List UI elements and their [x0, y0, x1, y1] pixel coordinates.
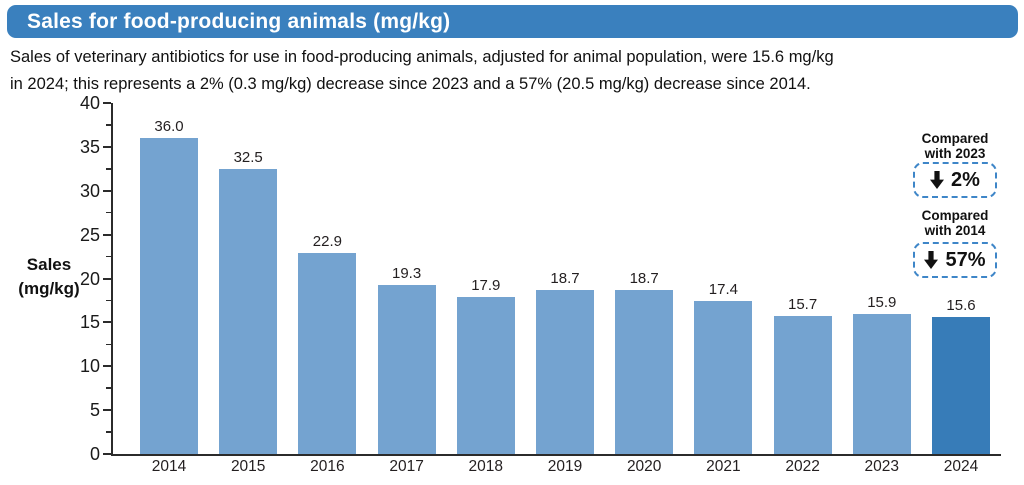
y-minor-tick — [106, 211, 111, 214]
bar-chart: Sales (mg/kg) 0 5 10 15 20 25 30 35 40 36.0 2014 32… — [0, 93, 1024, 485]
y-tick — [103, 453, 111, 455]
x-axis-line — [110, 453, 1001, 456]
y-minor-tick — [106, 255, 111, 258]
down-arrow-icon — [924, 251, 939, 269]
chart-description-line-1: Sales of veterinary antibiotics for use … — [10, 48, 834, 66]
bar-value-label: 18.7 — [629, 269, 659, 287]
bar-value-label: 15.7 — [787, 296, 818, 314]
bar-value-label: 32.5 — [233, 148, 263, 166]
y-tick — [103, 145, 111, 148]
y-tick-label: 5 — [89, 400, 100, 421]
bar-value-label: 18.7 — [550, 269, 580, 287]
down-arrow-icon — [930, 171, 945, 189]
y-tick — [103, 189, 111, 192]
bar-2024 — [932, 317, 990, 454]
page-title: Sales for food-producing animals (mg/kg) — [27, 9, 451, 33]
y-minor-tick — [106, 299, 111, 302]
comparison-value-2014: 57% — [945, 248, 986, 271]
y-tick-label: 0 — [89, 444, 100, 464]
y-tick-label: 35 — [79, 136, 100, 157]
y-tick — [103, 277, 111, 280]
y-tick — [103, 233, 111, 236]
bar-2017 — [377, 284, 436, 454]
x-tick-label: 2024 — [943, 458, 979, 475]
x-tick-label: 2020 — [626, 458, 662, 475]
y-minor-tick — [106, 124, 111, 126]
y-axis-line — [110, 103, 113, 456]
bar-value-label: 17.9 — [471, 276, 501, 294]
bar-2014 — [140, 138, 198, 454]
x-tick-label: 2018 — [468, 458, 504, 475]
y-minor-tick — [106, 431, 111, 433]
x-tick-label: 2014 — [151, 458, 187, 475]
chart-description-line-2: in 2024; this represents a 2% (0.3 mg/kg… — [10, 75, 811, 93]
comparison-value-2023: 2% — [951, 168, 980, 191]
y-tick — [103, 102, 111, 104]
comparison-badge-2023: 2% — [913, 162, 997, 198]
bar-2020 — [615, 289, 674, 454]
bar-2015 — [219, 168, 278, 454]
y-tick-label: 20 — [79, 268, 100, 289]
bar-2022 — [773, 316, 832, 454]
y-minor-tick — [106, 168, 111, 170]
bar-2023 — [852, 314, 911, 454]
y-tick-label: 30 — [79, 180, 100, 201]
bar-2021 — [694, 301, 753, 454]
y-axis-title-line-2: (mg/kg) — [18, 279, 80, 298]
comparison-label-2014: Compared with 2014 — [921, 208, 989, 238]
y-tick — [103, 409, 111, 412]
chart-description: Sales of veterinary antibiotics for use … — [10, 44, 1020, 98]
comparison-label-2023: Compared with 2023 — [921, 131, 989, 161]
bar-value-label: 19.3 — [391, 264, 422, 282]
y-minor-tick — [106, 343, 111, 346]
y-tick-label: 10 — [79, 356, 100, 377]
x-tick-label: 2015 — [230, 458, 266, 475]
x-tick-label: 2022 — [785, 458, 820, 475]
comparison-badge-2014: 57% — [913, 242, 997, 278]
bar-2016 — [298, 253, 357, 454]
y-tick — [103, 321, 111, 324]
bar-value-label: 22.9 — [312, 233, 342, 251]
y-tick-label: 25 — [79, 224, 100, 245]
y-tick-label: 15 — [79, 312, 100, 333]
y-axis-title: Sales (mg/kg) — [6, 253, 92, 301]
x-tick-label: 2017 — [389, 458, 424, 475]
page-title-bar: Sales for food-producing animals (mg/kg) — [7, 5, 1018, 38]
x-tick-label: 2023 — [864, 458, 900, 475]
y-tick-label: 40 — [79, 93, 100, 113]
bar-value-label: 15.6 — [946, 297, 976, 315]
bar-value-label: 36.0 — [154, 118, 184, 136]
y-tick — [103, 365, 111, 368]
y-minor-tick — [106, 387, 111, 389]
x-tick-label: 2021 — [706, 458, 741, 475]
bar-2019 — [536, 289, 594, 454]
x-tick-label: 2019 — [547, 458, 583, 475]
x-tick-label: 2016 — [310, 458, 345, 475]
bar-2018 — [456, 296, 515, 454]
y-axis-title-line-1: Sales — [26, 255, 72, 274]
bar-value-label: 15.9 — [867, 294, 897, 312]
bar-value-label: 17.4 — [708, 281, 738, 299]
